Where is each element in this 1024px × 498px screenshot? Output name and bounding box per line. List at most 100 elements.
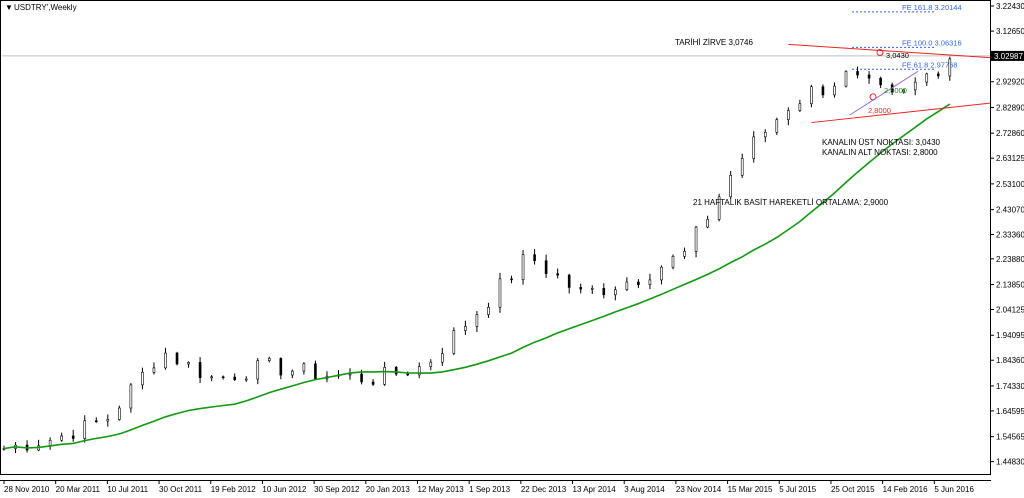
candle-body xyxy=(71,435,75,439)
candle-body xyxy=(717,196,721,220)
candle-body xyxy=(625,281,629,291)
candle-body xyxy=(936,73,940,77)
candle-body xyxy=(441,353,444,363)
candle-body xyxy=(291,370,294,376)
x-tick-label: 20 Jan 2013 xyxy=(366,485,411,494)
channel-lower-line xyxy=(811,102,991,124)
candle-body xyxy=(763,131,767,138)
candle-body xyxy=(567,274,571,288)
candle-body xyxy=(394,367,398,375)
candle-body xyxy=(614,289,617,296)
channel-upper-value-label: 3,0430 xyxy=(886,51,909,60)
price-channel xyxy=(788,43,991,124)
candle-body xyxy=(648,279,652,285)
fib-level-label: FE 100.0 3.06316 xyxy=(902,38,962,47)
fibonacci-levels: FE 161.8 3.20144 FE 100.0 3.06316 FE 61.8 … xyxy=(852,3,962,70)
x-tick-label: 5 Jun 2016 xyxy=(934,485,974,494)
x-tick-label: 22 Dec 2013 xyxy=(521,485,567,494)
x-tick-label: 28 Nov 2010 xyxy=(4,485,50,494)
candle-body xyxy=(925,73,929,83)
y-tick-label: 1.94095 xyxy=(996,331,1024,340)
candle-body xyxy=(510,278,513,281)
y-tick-label: 1.44830 xyxy=(996,458,1024,467)
channel-upper-label: KANALIN ÜST NOKTASI: 3,0430 xyxy=(822,138,941,147)
candle-body xyxy=(498,278,502,308)
y-tick-label: 2.63125 xyxy=(996,154,1024,163)
x-tick-label: 14 Feb 2016 xyxy=(883,485,928,494)
chart-title-timeframe: ',Weekly xyxy=(47,3,77,12)
candle-body xyxy=(475,314,479,327)
current-price-label: 3.02987 xyxy=(994,52,1023,61)
fib-level-label: FE 61.8 2.97768 xyxy=(902,60,957,69)
candle-body xyxy=(94,420,98,423)
candle-body xyxy=(706,219,709,228)
triangle-down-icon[interactable]: ▼ xyxy=(5,3,13,12)
candle-body xyxy=(452,330,456,354)
candle-body xyxy=(106,419,110,422)
candle-body xyxy=(187,362,190,365)
candle-body xyxy=(810,86,813,105)
moving-average-label: 21 HAFTALIK BASİT HAREKETLİ ORTALAMA: 2,… xyxy=(693,198,889,207)
x-tick-label: 30 Oct 2011 xyxy=(159,485,203,494)
candle-body xyxy=(775,119,779,133)
candle-body xyxy=(487,306,490,315)
candle-body xyxy=(383,367,386,385)
x-tick-label: 23 Nov 2014 xyxy=(676,485,722,494)
y-tick-label: 2.43070 xyxy=(996,206,1024,215)
candle-body xyxy=(314,363,317,380)
candlesticks xyxy=(2,56,952,454)
channel-lower-label: KANALIN ALT NOKTASI: 2,8000 xyxy=(822,148,938,157)
candle-body xyxy=(948,58,952,77)
candle-body xyxy=(579,287,583,290)
candle-body xyxy=(221,376,225,379)
peak-label: TARİHİ ZİRVE 3,0746 xyxy=(675,38,754,47)
y-tick-label: 3.22430 xyxy=(996,2,1024,11)
candle-body xyxy=(671,256,675,268)
candle-body xyxy=(533,254,536,262)
fib-level-label: FE 161.8 3.20144 xyxy=(902,3,962,12)
chart-title: USDTRY',Weekly xyxy=(14,3,77,12)
candle-body xyxy=(371,381,375,385)
x-tick-label: 1 Sep 2013 xyxy=(469,485,510,494)
candle-body xyxy=(464,326,467,331)
x-tick-label: 10 Jul 2011 xyxy=(107,485,148,494)
candle-body xyxy=(879,77,882,86)
moving-average-line xyxy=(3,103,951,450)
projection-line xyxy=(849,70,919,116)
y-tick-label: 2.23880 xyxy=(996,255,1024,264)
candle-body xyxy=(233,376,236,380)
y-tick-label: 2.92920 xyxy=(996,78,1024,87)
x-tick-label: 3 Aug 2014 xyxy=(624,485,665,494)
candle-body xyxy=(141,372,144,386)
candle-body xyxy=(913,81,917,91)
candle-body xyxy=(198,362,202,378)
candle-body xyxy=(152,367,156,373)
y-tick-label: 1.84360 xyxy=(996,356,1024,365)
moving-average xyxy=(3,103,951,450)
candle-body xyxy=(417,366,421,376)
candle-body xyxy=(256,360,260,380)
y-tick-label: 3.12650 xyxy=(996,27,1024,36)
moving-average-value-label: 2,9000 xyxy=(884,86,907,95)
candle-body xyxy=(602,288,606,296)
y-tick-label: 2.72860 xyxy=(996,129,1024,138)
current-price-line: 3.02987 xyxy=(2,50,1024,61)
candle-body xyxy=(729,175,732,198)
x-tick-label: 15 Mar 2015 xyxy=(728,485,773,494)
candle-body xyxy=(902,89,905,93)
candle-body xyxy=(118,407,121,420)
candle-body xyxy=(694,226,698,252)
x-tick-label: 30 Sep 2012 xyxy=(314,485,360,494)
candle-body xyxy=(856,71,859,76)
x-axis: 28 Nov 2010 20 Mar 2011 10 Jul 2011 30 Oct … xyxy=(3,480,974,494)
candle-body xyxy=(164,352,167,369)
x-tick-label: 20 Mar 2011 xyxy=(56,485,101,494)
plot-area[interactable] xyxy=(0,0,991,475)
channel-lower-value-label: 2,8000 xyxy=(868,106,891,115)
y-tick-label: 2.13850 xyxy=(996,281,1024,290)
candle-body xyxy=(556,273,559,276)
y-tick-label: 1.74330 xyxy=(996,382,1024,391)
candle-body xyxy=(406,373,410,376)
candle-body xyxy=(175,352,179,365)
